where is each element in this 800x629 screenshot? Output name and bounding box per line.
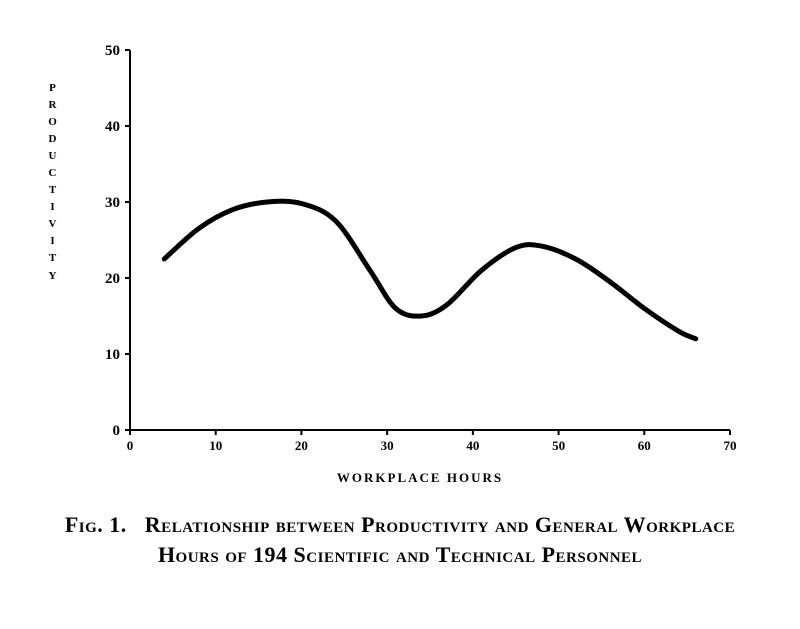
y-axis-title-char: U	[46, 148, 60, 165]
y-tick-label: 20	[105, 271, 120, 287]
x-axis-title: WORKPLACE HOURS	[100, 470, 740, 486]
y-axis-title-char: O	[46, 114, 60, 131]
y-axis-title-char: R	[46, 97, 60, 114]
x-tick-label: 70	[724, 438, 737, 453]
x-tick-label: 50	[552, 438, 565, 453]
data-curve	[164, 201, 695, 339]
y-tick-label: 10	[105, 347, 120, 363]
y-axis-title-char: T	[46, 250, 60, 267]
y-axis-title-char: I	[46, 199, 60, 216]
y-axis-title-char: I	[46, 233, 60, 250]
x-tick-label: 0	[127, 438, 134, 453]
y-tick-label: 0	[113, 423, 121, 439]
y-axis-title-char: Y	[46, 268, 60, 285]
y-axis-title-char: T	[46, 182, 60, 199]
y-tick-label: 40	[105, 119, 120, 135]
x-axis-title-text: WORKPLACE HOURS	[337, 470, 503, 485]
y-tick-label: 50	[105, 43, 120, 59]
y-axis-title-char: C	[46, 165, 60, 182]
caption-text: Relationship between Productivity and Ge…	[145, 512, 735, 567]
x-tick-label: 40	[466, 438, 479, 453]
x-tick-label: 20	[295, 438, 308, 453]
y-axis-title: PRODUCTIVITY	[46, 80, 60, 285]
figure-caption: Fig. 1. Relationship between Productivit…	[60, 510, 740, 569]
y-axis-title-char: P	[46, 80, 60, 97]
x-tick-label: 60	[638, 438, 651, 453]
y-axis-title-char: D	[46, 131, 60, 148]
figure-container: PRODUCTIVITY 01020304050010203040506070 …	[0, 0, 800, 629]
plot-area: 0 10 20 30 40 50 0 10 20 30 40 50 60 70	[100, 40, 740, 460]
caption-prefix: Fig. 1.	[65, 512, 127, 537]
chart-svg: 0 10 20 30 40 50 0 10 20 30 40 50 60 70	[100, 40, 740, 460]
y-tick-label: 30	[105, 195, 120, 211]
x-tick-label: 10	[209, 438, 222, 453]
x-tick-label: 30	[381, 438, 394, 453]
y-axis-title-char: V	[46, 216, 60, 233]
